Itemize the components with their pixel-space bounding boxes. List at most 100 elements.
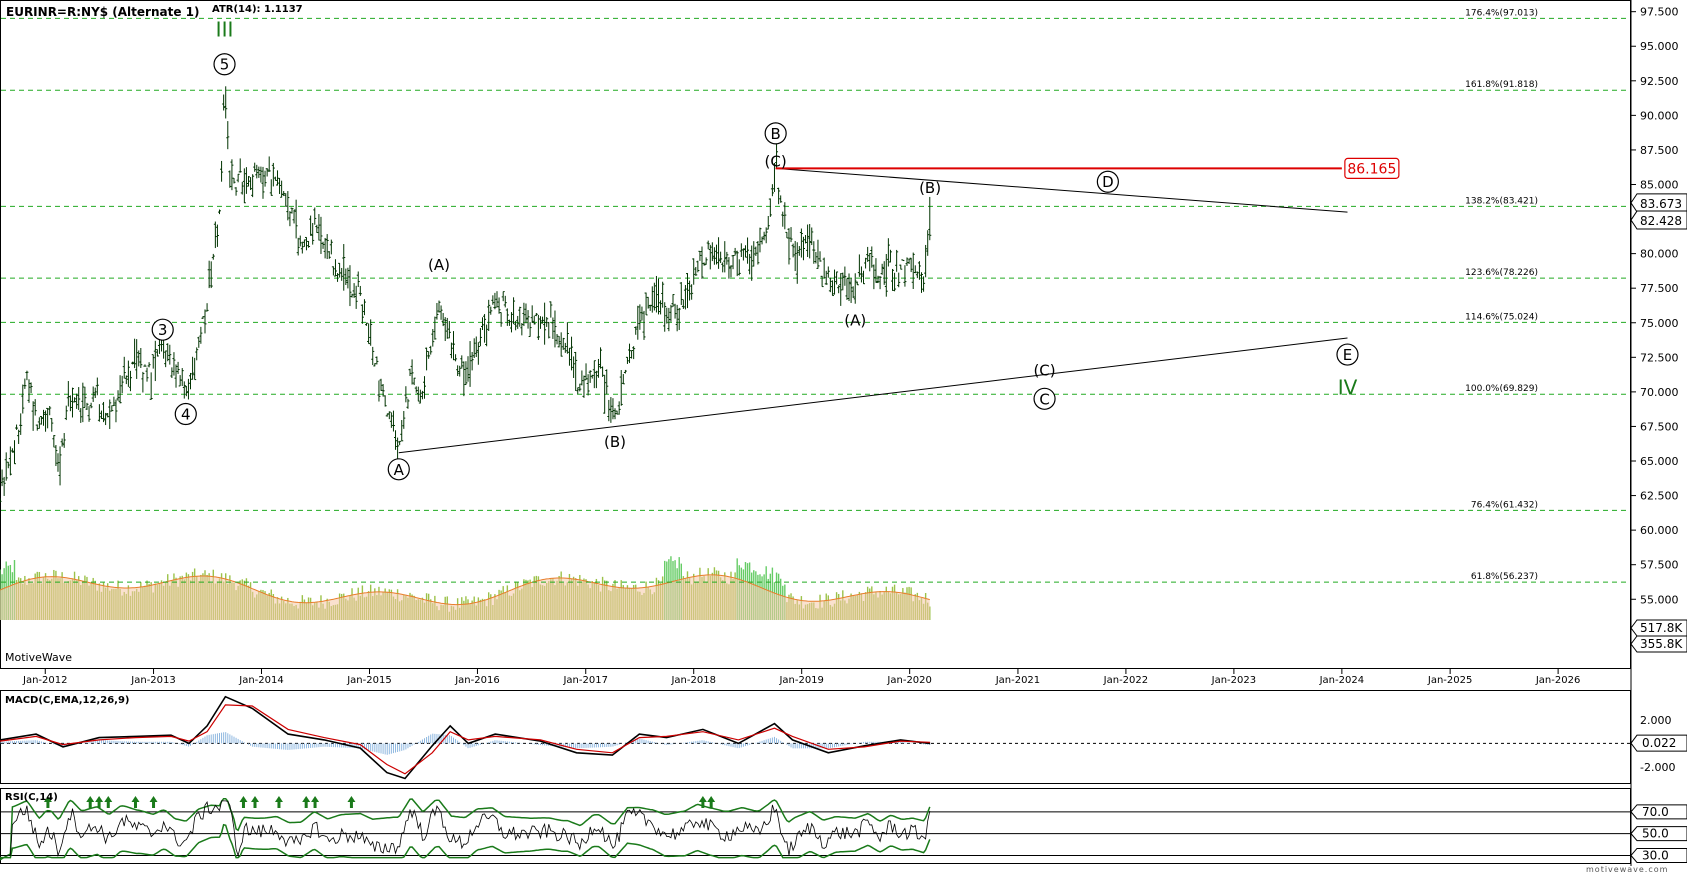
ohlc-bar — [427, 351, 431, 359]
ohlc-bar — [222, 94, 226, 111]
rsi-signal-arrow — [274, 796, 283, 808]
rsi-badge-label: 70.0 — [1642, 805, 1669, 819]
ohlc-bar — [491, 295, 495, 305]
rsi-upper-band — [0, 797, 931, 861]
wave-circle — [213, 53, 236, 76]
ohlc-bar — [543, 302, 547, 345]
ohlc-bar — [704, 257, 708, 265]
volume-badge — [1630, 635, 1687, 653]
volume-ma-line — [0, 574, 930, 606]
ohlc-bar — [878, 276, 882, 290]
wave-circle — [151, 318, 174, 341]
macd-signal-line — [0, 704, 931, 775]
rsi-signal-arrow — [43, 796, 52, 808]
ohlc-bar — [632, 346, 636, 360]
ohlc-bar — [764, 227, 768, 244]
ohlc-bar — [839, 273, 843, 306]
ohlc-bar — [408, 368, 412, 377]
price-pane[interactable] — [0, 0, 1631, 669]
ohlc-bar — [692, 258, 696, 285]
ohlc-bar — [387, 411, 391, 420]
ohlc-bar — [472, 338, 476, 359]
ohlc-bar — [2, 476, 6, 496]
volume-badge — [1630, 619, 1687, 637]
ohlc-bar — [835, 271, 839, 285]
ohlc-bar — [35, 424, 39, 431]
rsi-pane[interactable] — [0, 788, 1631, 864]
ohlc-bar — [153, 340, 157, 382]
ohlc-bar — [557, 336, 561, 348]
ohlc-bar — [750, 245, 754, 281]
ohlc-bar — [228, 170, 232, 188]
ohlc-bar — [859, 266, 863, 283]
ohlc-bar — [131, 361, 135, 365]
ohlc-bar — [406, 398, 410, 409]
ohlc-bar — [518, 306, 522, 327]
ohlc-bar — [304, 236, 308, 251]
wave-label: (C) — [765, 152, 787, 170]
ohlc-bar — [356, 271, 360, 288]
ohlc-bar — [895, 249, 899, 272]
trendline — [775, 167, 1348, 213]
ohlc-bar — [638, 304, 642, 330]
rsi-signal-arrow — [149, 796, 158, 808]
macd-pane[interactable] — [0, 690, 1631, 784]
ohlc-bar — [431, 329, 435, 347]
ohlc-bar — [106, 413, 110, 418]
ohlc-bar — [168, 344, 172, 365]
ohlc-bar — [139, 348, 143, 368]
ohlc-bar — [675, 304, 679, 332]
ohlc-bar — [348, 265, 352, 307]
ohlc-bar — [596, 358, 600, 378]
ohlc-bar — [851, 286, 855, 298]
ohlc-bar — [317, 214, 321, 241]
ohlc-bar — [456, 365, 460, 376]
ohlc-bar — [423, 376, 427, 399]
ohlc-bar — [644, 292, 648, 316]
fib-level-label: 123.6%(78.226) — [1465, 268, 1538, 278]
ohlc-bar — [137, 350, 141, 367]
macd-badge — [1630, 734, 1687, 752]
ohlc-bar — [232, 177, 236, 184]
ohlc-bar — [56, 453, 60, 472]
ohlc-bar — [495, 291, 499, 308]
ohlc-bar — [315, 224, 319, 234]
ohlc-bar — [205, 303, 209, 312]
ohlc-bar — [118, 375, 122, 404]
ohlc-bar — [613, 408, 617, 420]
price-axis-label: 65.000 — [1640, 455, 1679, 468]
price-badge — [1630, 210, 1687, 230]
date-axis-label: Jan-2018 — [670, 675, 715, 686]
ohlc-bar — [375, 356, 379, 365]
ohlc-bar — [909, 257, 913, 273]
ohlc-bar — [50, 418, 54, 432]
ohlc-bar — [0, 498, 2, 503]
rsi-signal-arrow — [251, 796, 260, 808]
ohlc-bar — [458, 365, 462, 377]
ohlc-bar — [901, 259, 905, 262]
ohlc-bar — [768, 198, 772, 217]
ohlc-bar — [39, 416, 43, 425]
ohlc-bar — [209, 261, 213, 289]
ohlc-bar — [783, 202, 787, 230]
ohlc-bar — [172, 352, 176, 376]
ohlc-bar — [671, 294, 675, 307]
ohlc-bar — [186, 378, 190, 400]
ohlc-bar — [893, 272, 897, 292]
ohlc-bar — [342, 244, 346, 291]
fib-level-label: 114.6%(75.024) — [1465, 312, 1538, 322]
ohlc-bar — [311, 223, 315, 245]
rsi-signal-arrow — [311, 796, 320, 808]
wave-circle — [1096, 170, 1119, 193]
wave-label: B — [771, 125, 781, 143]
fib-level-label: 176.4%(97.013) — [1465, 8, 1538, 18]
ohlc-bar — [143, 364, 147, 367]
ohlc-bar — [75, 393, 79, 409]
ohlc-bar — [110, 405, 114, 412]
ohlc-bar — [73, 397, 77, 403]
wave-label: (B) — [604, 433, 626, 451]
ohlc-bar — [594, 370, 598, 389]
ohlc-bar — [412, 377, 416, 386]
wave-label: E — [1343, 346, 1352, 364]
rsi-badge-label: 50.0 — [1642, 827, 1669, 841]
